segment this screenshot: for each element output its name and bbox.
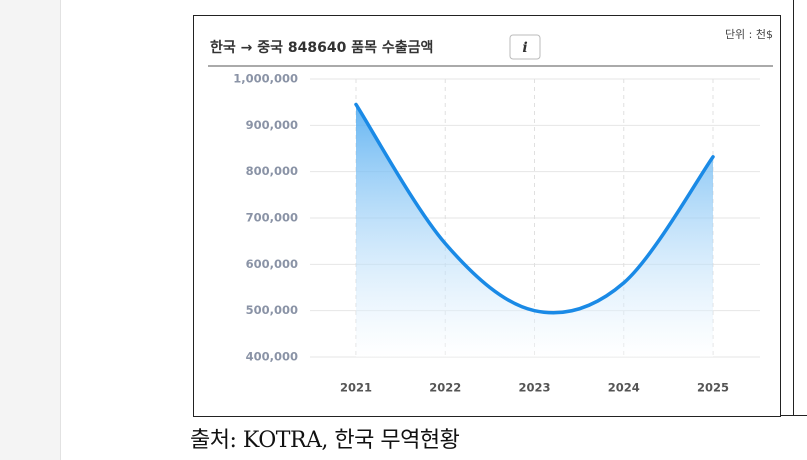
x-tick-label: 2024 <box>608 381 640 395</box>
table-border <box>793 0 794 416</box>
chart-title: 한국 → 중국 848640 품목 수출금액 <box>210 39 433 56</box>
caption: 출처: KOTRA, 한국 무역현황 <box>190 428 460 453</box>
x-tick-label: 2025 <box>697 381 729 395</box>
unit-label: 단위 : 천$ <box>725 27 773 41</box>
line <box>354 102 715 315</box>
sidebar <box>0 0 61 460</box>
table-border <box>780 415 807 416</box>
y-tick-label: 1,000,000 <box>233 72 298 86</box>
x-tick-label: 2022 <box>429 381 461 395</box>
y-tick-label: 900,000 <box>246 118 298 132</box>
area <box>356 104 713 357</box>
y-tick-label: 700,000 <box>246 211 298 225</box>
info-icon[interactable]: i <box>522 40 527 56</box>
y-tick-label: 400,000 <box>246 350 298 364</box>
y-tick-label: 600,000 <box>246 257 298 271</box>
y-tick-label: 500,000 <box>246 303 298 317</box>
x-tick-label: 2021 <box>340 381 372 395</box>
chart: 한국 → 중국 848640 품목 수출금액 i 단위 : 천$ 400,000… <box>193 15 781 417</box>
y-tick-label: 800,000 <box>246 164 298 178</box>
x-tick-label: 2023 <box>518 381 550 395</box>
info-button[interactable] <box>509 34 541 60</box>
